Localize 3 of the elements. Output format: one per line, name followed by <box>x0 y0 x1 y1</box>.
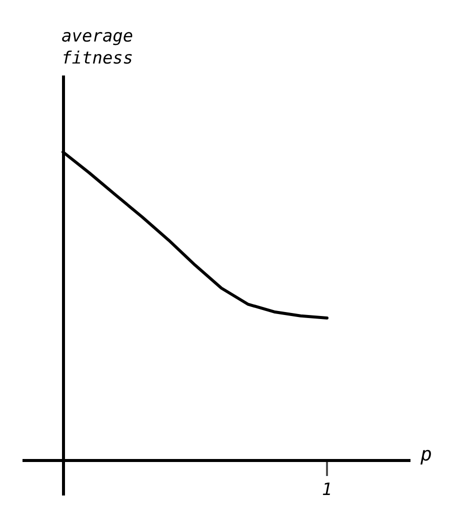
x-axis-title: p <box>420 444 432 466</box>
text: 1 <box>322 480 332 500</box>
y-axis-title: average fitness <box>62 26 134 68</box>
